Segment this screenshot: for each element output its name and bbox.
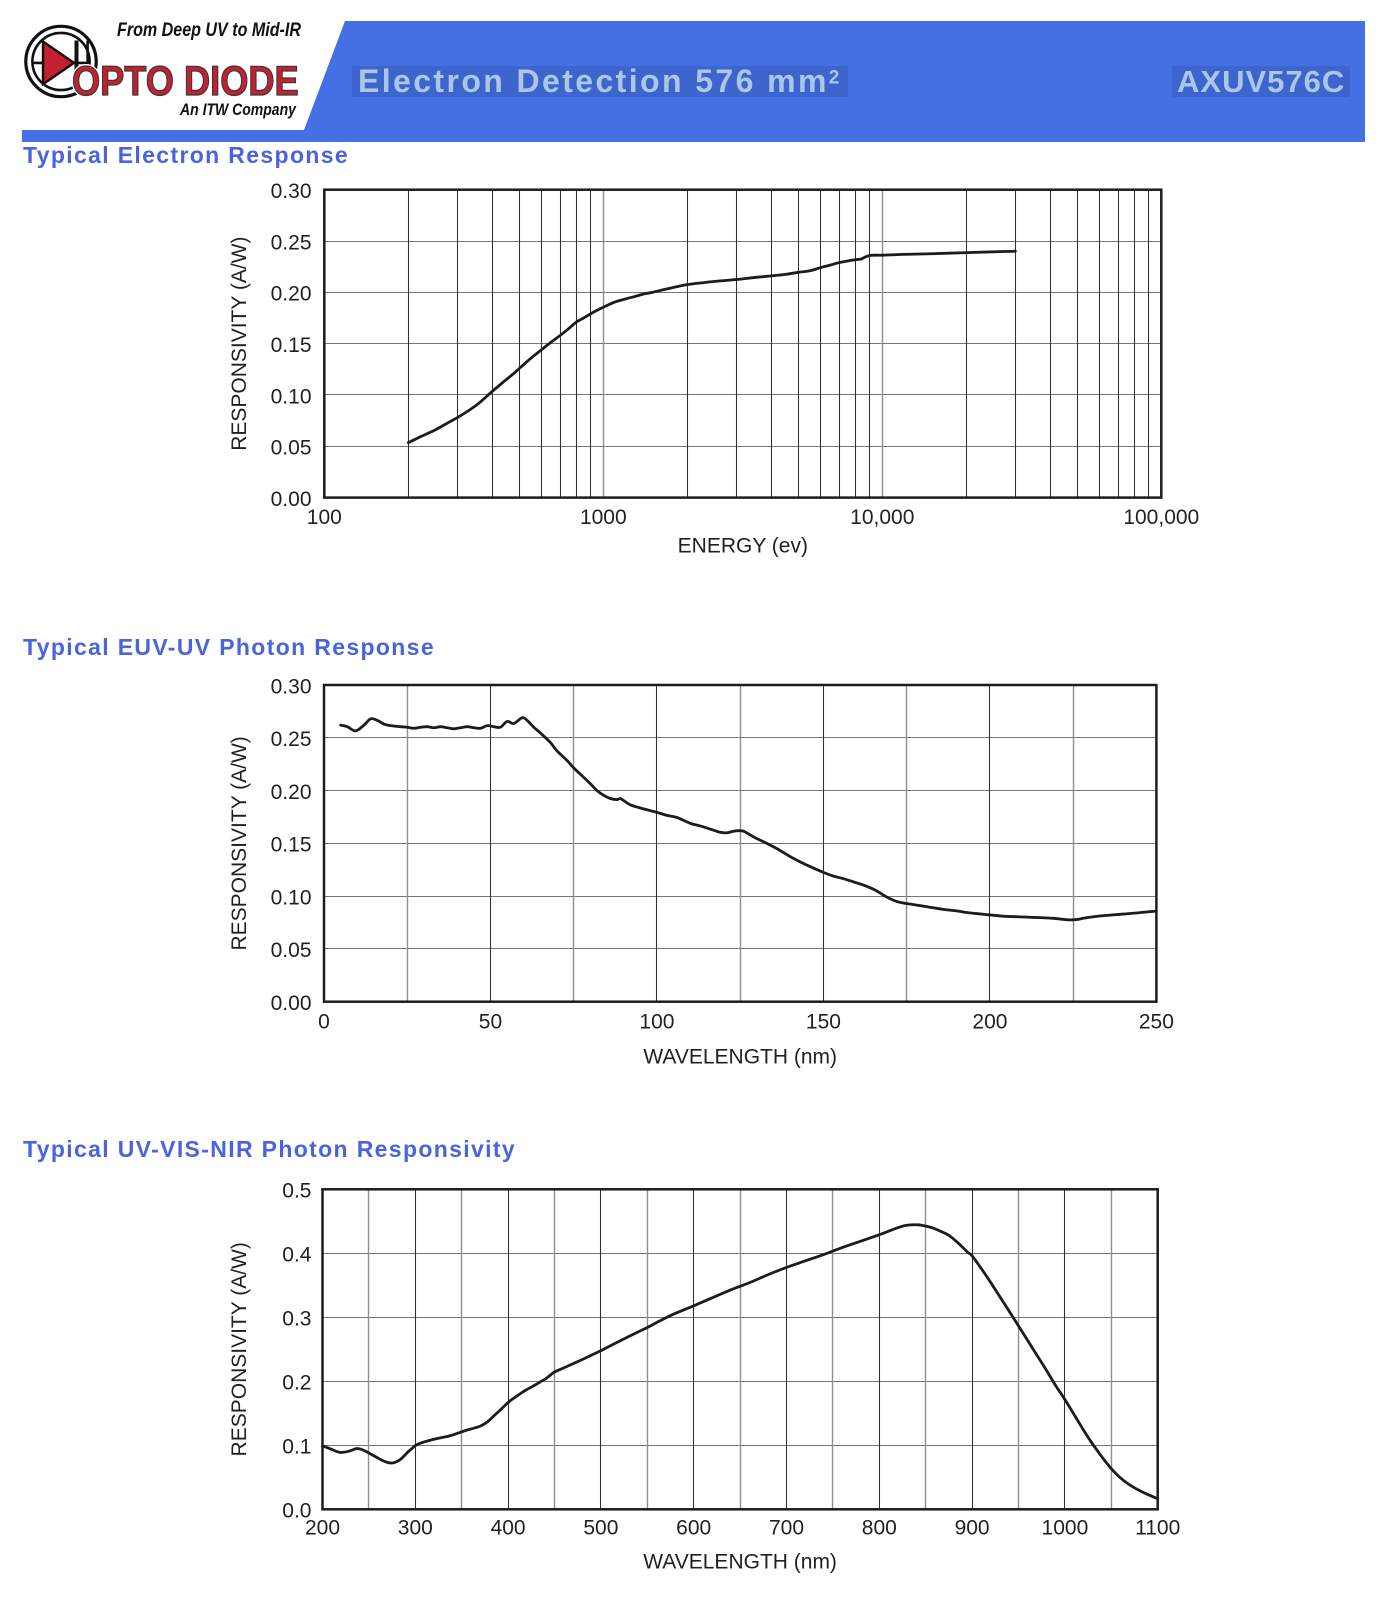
chart-group: 100 1000 10,000 100,000 0.00 0.05 0.10 0.15 0.20…	[228, 180, 1199, 558]
x-axis-title: ENERGY (ev)	[678, 535, 808, 558]
x-axis-title: WAVELENGTH (nm)	[643, 1551, 837, 1574]
y-tick-label: 0.4	[282, 1244, 312, 1267]
diode-anode-triangle	[41, 39, 77, 87]
x-tick-label: 0	[318, 1011, 330, 1034]
y-tick-label: 0.10	[271, 886, 312, 909]
x-tick-label: 1000	[580, 506, 627, 529]
x-tick-label: 1000	[1042, 1517, 1089, 1540]
y-tick-label: 0.05	[271, 939, 312, 962]
x-tick-label: 10,000	[850, 506, 914, 529]
chart-group: 0 50 100 150 200 250 0.00 0.05 0.10 0.15 0.20 0.25 0…	[228, 675, 1174, 1068]
y-tick-label: 0.30	[271, 180, 312, 203]
response-curve	[406, 249, 1017, 445]
y-tick-label: 0.5	[282, 1180, 311, 1203]
logo-inner-circle	[31, 31, 91, 92]
y-tick-label: 0.10	[271, 385, 312, 408]
x-tick-label: 200	[305, 1517, 340, 1540]
y-tick-label: 0.05	[271, 437, 312, 460]
document-title: Electron Detection 576 mm2	[352, 63, 848, 99]
y-tick-label: 0.15	[271, 834, 312, 857]
x-tick-label: 50	[479, 1011, 502, 1034]
x-tick-label: 400	[491, 1517, 526, 1540]
y-tick-label: 0.20	[271, 283, 312, 306]
x-tick-label: 100	[639, 1011, 674, 1034]
x-tick-label: 500	[583, 1517, 618, 1540]
y-tick-label: 0.30	[271, 675, 312, 698]
x-tick-label: 100	[307, 506, 342, 529]
x-tick-label: 100,000	[1123, 506, 1199, 529]
euv-uv-photon-response-chart: 0 50 100 150 200 250 0.00 0.05 0.10 0.15 0.20 0.25 0…	[228, 675, 1174, 1068]
document-title-superscript: 2	[828, 67, 842, 89]
x-tick-label: 600	[676, 1517, 711, 1540]
response-curve	[321, 1223, 1160, 1501]
x-tick-label: 900	[955, 1517, 990, 1540]
electron-response-chart: 100 1000 10,000 100,000 0.00 0.05 0.10 0.15 0.20…	[228, 180, 1199, 558]
y-axis-title: RESPONSIVITY (A/W)	[228, 236, 251, 450]
brand-wordmark-backdrop: OPTO DIODE	[70, 56, 300, 104]
x-tick-label: 150	[806, 1011, 841, 1034]
plot-border	[323, 188, 1163, 499]
brand-counter-mask	[76, 69, 97, 96]
y-tick-label: 0.25	[271, 231, 312, 254]
x-tick-label: 200	[972, 1011, 1007, 1034]
plot-border	[321, 1188, 1159, 1511]
x-tick-label: 800	[862, 1517, 897, 1540]
section-title-electron-response: Typical Electron Response	[23, 141, 350, 168]
part-number: AXUV576C	[1172, 66, 1351, 97]
response-curve	[339, 716, 1158, 922]
y-axis-title: RESPONSIVITY (A/W)	[228, 736, 251, 950]
document-title-text: Electron Detection 576 mm	[358, 63, 829, 99]
x-tick-label: 250	[1139, 1011, 1174, 1034]
section-title-euv-uv-response: Typical EUV-UV Photon Response	[23, 634, 435, 660]
y-tick-label: 0.15	[271, 334, 312, 357]
y-tick-label: 0.2	[282, 1372, 311, 1395]
y-tick-label: 0.00	[271, 992, 312, 1015]
x-tick-label: 1100	[1135, 1517, 1180, 1540]
y-tick-label: 0.25	[271, 728, 312, 751]
y-tick-label: 0.3	[282, 1308, 311, 1331]
uv-vis-nir-photon-responsivity-chart: 200 300 400 500 600 700 800 900 1000 1100 0.0 0.1 0.…	[228, 1180, 1180, 1574]
section-title-uv-vis-nir-responsivity: Typical UV-VIS-NIR Photon Responsivity	[23, 1136, 517, 1162]
x-tick-label: 700	[769, 1517, 804, 1540]
plot-border	[322, 683, 1158, 1003]
y-axis-title: RESPONSIVITY (A/W)	[228, 1242, 251, 1456]
logo-company: An ITW Company	[180, 100, 296, 119]
x-tick-label: 300	[398, 1517, 433, 1540]
y-tick-label: 0.0	[282, 1500, 311, 1523]
logo-tagline: From Deep UV to Mid-IR	[117, 20, 301, 41]
y-tick-label: 0.20	[271, 781, 312, 804]
y-tick-label: 0.00	[271, 488, 312, 511]
x-axis-title: WAVELENGTH (nm)	[643, 1046, 837, 1069]
y-tick-label: 0.1	[282, 1436, 311, 1459]
chart-group: 200 300 400 500 600 700 800 900 1000 1100 0.0 0.1 0.…	[228, 1180, 1180, 1574]
brand-wordmark: OPTO DIODE	[71, 56, 299, 104]
